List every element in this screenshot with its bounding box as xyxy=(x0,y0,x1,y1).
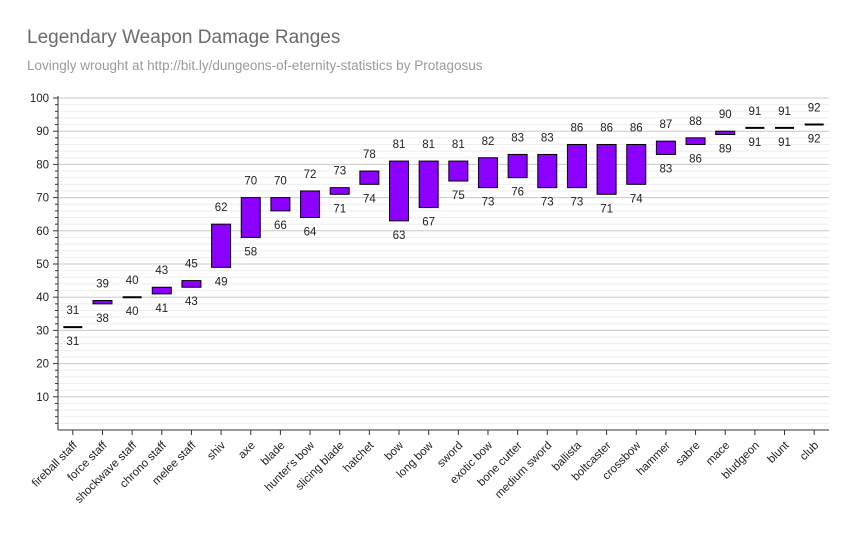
range-bar xyxy=(300,190,321,219)
range-bar xyxy=(389,160,410,222)
range-bar xyxy=(151,286,172,295)
max-label: 83 xyxy=(511,132,524,144)
min-label: 38 xyxy=(96,313,109,325)
range-bar xyxy=(329,187,350,195)
min-label: 91 xyxy=(748,137,761,149)
y-tick-label: 100 xyxy=(30,93,49,105)
range-bar xyxy=(270,197,291,212)
range-bar xyxy=(448,160,469,182)
max-label: 73 xyxy=(333,166,346,178)
range-bar xyxy=(537,153,558,189)
range-bar xyxy=(418,160,439,209)
min-label: 75 xyxy=(452,190,465,202)
max-label: 81 xyxy=(452,139,465,151)
min-label: 67 xyxy=(422,217,435,229)
min-label: 91 xyxy=(778,137,791,149)
range-bar xyxy=(92,300,113,305)
y-tick-label: 10 xyxy=(36,392,49,404)
chart-subtitle: Lovingly wrought at http://bit.ly/dungeo… xyxy=(27,58,483,73)
min-label: 63 xyxy=(393,230,406,242)
max-label: 72 xyxy=(304,169,317,181)
max-label: 81 xyxy=(393,139,406,151)
range-bar xyxy=(211,223,232,268)
y-tick-label: 90 xyxy=(36,126,49,138)
range-bar xyxy=(626,143,647,185)
max-label: 45 xyxy=(185,259,198,271)
min-label: 92 xyxy=(808,134,821,146)
max-label: 70 xyxy=(244,176,257,188)
y-tick-label: 40 xyxy=(36,292,49,304)
y-tick-label: 70 xyxy=(36,193,49,205)
range-bar xyxy=(715,130,736,136)
min-label: 64 xyxy=(304,227,317,239)
min-label: 76 xyxy=(511,187,524,199)
category-label: bow xyxy=(383,439,407,463)
max-label: 78 xyxy=(363,149,376,161)
max-label: 62 xyxy=(215,202,228,214)
max-label: 86 xyxy=(571,122,584,134)
max-label: 70 xyxy=(274,176,287,188)
y-tick-label: 80 xyxy=(36,159,49,171)
range-bar xyxy=(181,280,202,288)
max-label: 91 xyxy=(778,106,791,118)
category-label: sabre xyxy=(674,440,703,469)
max-label: 90 xyxy=(719,109,732,121)
chart-title: Legendary Weapon Damage Ranges xyxy=(27,27,341,48)
min-label: 43 xyxy=(185,296,198,308)
max-label: 92 xyxy=(808,103,821,115)
min-label: 49 xyxy=(215,276,228,288)
min-label: 86 xyxy=(689,153,702,165)
max-label: 91 xyxy=(748,106,761,118)
max-label: 87 xyxy=(660,119,673,131)
y-tick-label: 50 xyxy=(36,259,49,271)
min-label: 66 xyxy=(274,220,287,232)
max-label: 83 xyxy=(541,132,554,144)
min-label: 58 xyxy=(244,246,257,258)
category-label: shiv xyxy=(205,439,228,462)
range-bar xyxy=(566,143,587,189)
category-label: club xyxy=(798,440,821,463)
min-label: 73 xyxy=(482,197,495,209)
y-tick-label: 60 xyxy=(36,226,49,238)
range-bar xyxy=(477,157,498,189)
max-label: 82 xyxy=(482,136,495,148)
range-bar xyxy=(685,137,706,145)
min-label: 73 xyxy=(541,197,554,209)
max-label: 88 xyxy=(689,116,702,128)
max-label: 43 xyxy=(155,265,168,277)
category-label: blunt xyxy=(766,439,793,466)
range-bar xyxy=(359,170,380,185)
range-bar xyxy=(655,140,676,155)
min-label: 71 xyxy=(333,203,346,215)
y-tick-label: 20 xyxy=(36,359,49,371)
range-bar xyxy=(596,143,617,195)
max-label: 86 xyxy=(600,122,613,134)
max-label: 86 xyxy=(630,122,643,134)
max-label: 40 xyxy=(126,275,139,287)
category-label: hatchet xyxy=(341,439,377,475)
min-label: 31 xyxy=(66,336,79,348)
min-label: 89 xyxy=(719,144,732,156)
min-label: 73 xyxy=(571,197,584,209)
min-label: 40 xyxy=(126,306,139,318)
min-label: 74 xyxy=(363,193,376,205)
max-label: 31 xyxy=(66,305,79,317)
range-bar xyxy=(507,153,528,179)
min-label: 83 xyxy=(660,163,673,175)
max-label: 81 xyxy=(422,139,435,151)
category-label: axe xyxy=(236,440,258,462)
max-label: 39 xyxy=(96,279,109,291)
min-label: 74 xyxy=(630,193,643,205)
range-bar xyxy=(240,197,261,238)
y-tick-label: 30 xyxy=(36,325,49,337)
min-label: 41 xyxy=(155,303,168,315)
min-label: 71 xyxy=(600,203,613,215)
